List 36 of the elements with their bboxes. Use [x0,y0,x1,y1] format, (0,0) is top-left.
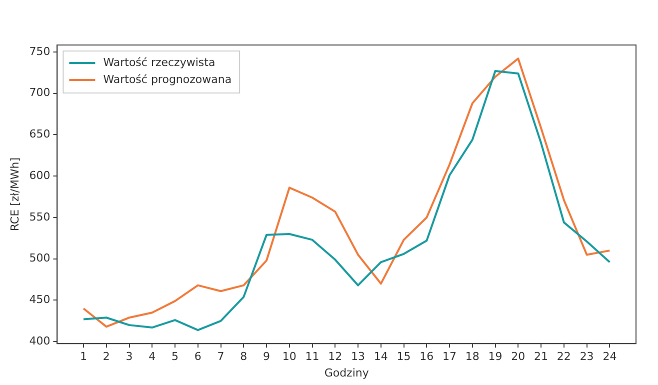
y-tick-label: 650 [29,128,50,141]
y-tick-label: 400 [29,334,50,348]
x-tick-label: 23 [580,350,594,364]
x-tick-label: 20 [511,350,526,364]
x-tick-label: 16 [420,350,434,364]
x-tick-label: 19 [488,350,502,364]
x-axis-title: Godziny [324,366,370,380]
x-tick-label: 13 [351,350,366,364]
legend-label: Wartość prognozowana [103,72,232,86]
x-tick-label: 2 [102,350,110,364]
x-tick-label: 1 [80,350,88,364]
x-tick-label: 18 [465,350,480,364]
x-tick-label: 24 [602,350,617,364]
y-tick-label: 500 [29,252,50,265]
x-tick-label: 11 [305,350,320,364]
x-tick-label: 12 [328,350,342,364]
x-tick-label: 10 [282,350,296,364]
x-tick-label: 5 [172,350,179,364]
y-tick-label: 450 [29,293,50,306]
x-tick-label: 6 [194,350,202,364]
x-tick-label: 21 [534,350,548,364]
y-tick-label: 750 [29,44,50,58]
legend-label: Wartość rzeczywista [103,56,216,69]
x-tick-label: 7 [217,350,224,364]
x-tick-label: 8 [240,350,248,364]
x-tick-label: 15 [396,350,411,364]
x-tick-label: 22 [556,350,571,364]
x-tick-label: 14 [374,350,388,364]
x-tick-label: 3 [126,350,133,364]
y-tick-label: 700 [29,86,50,100]
x-tick-label: 4 [148,350,156,364]
x-tick-label: 9 [263,350,270,364]
x-tick-label: 17 [442,350,457,364]
y-tick-label: 550 [29,210,50,224]
y-tick-label: 600 [29,168,50,182]
y-axis-title: RCE [zł/MWh] [8,157,22,232]
